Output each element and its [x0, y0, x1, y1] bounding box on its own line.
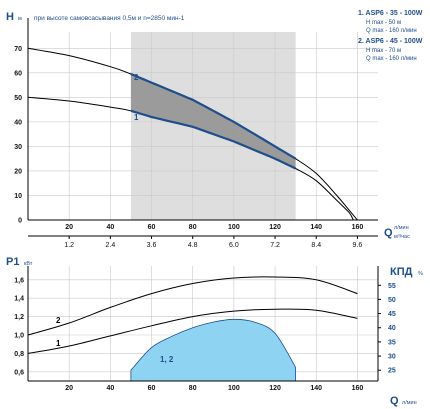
bottom-y-tick-label: 1,0 — [14, 333, 24, 340]
bottom-x-ticks: 20 40 60 80 100 120 140 160 — [65, 385, 363, 392]
y-axis-unit-h: м — [18, 16, 22, 22]
top-x-ticks-secondary: 1.2 2.4 3.6 4.8 6.0 7.2 8.4 9.6 — [64, 236, 362, 249]
bottom-y-tick-label: 1,6 — [14, 277, 24, 284]
bottom-y2-tick-label: 30 — [388, 354, 396, 361]
band-curve-2 — [130, 72, 297, 160]
bottom-y-ticks: 0,6 0,8 1,0 1,2 1,4 1,6 — [14, 277, 24, 376]
power-curve-1 — [27, 308, 358, 354]
bottom-x-tick-label: 100 — [228, 385, 240, 392]
x-axis-unit-top: л/мин — [394, 225, 409, 231]
bottom-x-tick-label: 40 — [106, 385, 114, 392]
top-x-tick-label: 60 — [148, 224, 156, 231]
top-x-tick-label: 40 — [106, 224, 114, 231]
secondary-x-tick-label: 9.6 — [353, 242, 363, 249]
bottom-y2-ticks: 25 30 35 40 45 50 55 — [378, 283, 396, 375]
x-axis-title-q-bottom: Q — [390, 395, 399, 407]
secondary-x-tick-label: 3.6 — [147, 242, 157, 249]
bottom-y2-tick-label: 45 — [388, 311, 396, 318]
legend-2-line-1: H max - 70 м — [366, 48, 401, 54]
legend-1-line-2: Q max - 160 л/мин — [366, 28, 417, 34]
x-axis-unit-bottom: м³/час — [394, 234, 410, 240]
legend-2-line-2: Q max - 160 л/мин — [366, 56, 417, 62]
secondary-x-tick-label: 4.8 — [188, 242, 198, 249]
bottom-y-tick-label: 1,2 — [14, 314, 24, 321]
bottom-y2-tick-label: 50 — [388, 297, 396, 304]
power-series-label-2: 2 — [56, 316, 61, 325]
top-y-tick-label: 50 — [14, 95, 22, 102]
chart-subtitle: при высоте самовсасывания 0,5м и n=2850 … — [34, 15, 185, 22]
top-y-tick-label: 40 — [14, 119, 22, 126]
bottom-y2-tick-label: 55 — [388, 283, 396, 290]
bottom-y-tick-label: 0,8 — [14, 351, 24, 358]
series-label-1: 1 — [134, 113, 139, 122]
legend-1-line-1: H max - 50 м — [366, 20, 401, 26]
top-y-ticks: 0 10 20 30 40 50 60 70 — [14, 46, 22, 225]
efficiency-band-fill — [130, 74, 296, 169]
legend-title-2: 2. ASP6 - 45 - 100W — [358, 38, 423, 45]
bottom-x-tick-label: 20 — [65, 385, 73, 392]
band-curve-1 — [130, 109, 297, 170]
top-y-tick-label: 0 — [18, 218, 22, 225]
bottom-x-tick-label: 80 — [189, 385, 197, 392]
x-axis-title-q-top: Q — [384, 227, 393, 239]
top-y-tick-label: 20 — [14, 168, 22, 175]
secondary-x-tick-label: 6.0 — [229, 242, 239, 249]
bottom-y2-tick-label: 25 — [388, 368, 396, 375]
bottom-y2-tick-label: 40 — [388, 325, 396, 332]
efficiency-label: 1, 2 — [160, 355, 174, 364]
bottom-x-tick-label: 120 — [269, 385, 281, 392]
top-x-tick-label: 100 — [228, 224, 240, 231]
top-x-tick-label: 80 — [189, 224, 197, 231]
top-x-tick-label: 120 — [269, 224, 281, 231]
y-axis-title-h: H — [6, 11, 14, 23]
legend-title-1: 1. ASP6 - 35 - 100W — [358, 10, 423, 17]
top-y-tick-label: 60 — [14, 70, 22, 77]
y-axis-unit-p1: кВт — [24, 261, 33, 267]
top-y-tick-label: 10 — [14, 193, 22, 200]
efficiency-area — [130, 318, 296, 382]
bottom-x-tick-label: 60 — [148, 385, 156, 392]
top-x-tick-label: 140 — [310, 224, 322, 231]
top-y-tick-label: 70 — [14, 46, 22, 53]
secondary-x-tick-label: 8.4 — [311, 242, 321, 249]
bottom-x-tick-label: 140 — [310, 385, 322, 392]
bottom-chart: 0,6 0,8 1,0 1,2 1,4 1,6 25 30 35 40 45 50 55 20 40 60… — [6, 256, 423, 407]
series-label-2: 2 — [134, 73, 139, 82]
top-x-ticks: 20 40 60 80 100 120 140 160 — [65, 224, 363, 231]
bottom-y-tick-label: 1,4 — [14, 296, 24, 303]
bottom-x-tick-label: 160 — [352, 385, 364, 392]
power-curve-2 — [27, 276, 358, 336]
y2-axis-unit: % — [418, 271, 423, 277]
top-y-tick-label: 30 — [14, 144, 22, 151]
top-x-tick-label: 20 — [65, 224, 73, 231]
top-chart: 0 10 20 30 40 50 60 70 20 40 60 80 100 120 140 160 1.2… — [6, 10, 423, 249]
secondary-x-tick-label: 1.2 — [64, 242, 74, 249]
y-axis-title-p1: P1 — [6, 256, 19, 268]
power-series-label-1: 1 — [56, 339, 61, 348]
y2-axis-title-kpd: КПД — [390, 266, 413, 278]
secondary-x-tick-label: 2.4 — [105, 242, 115, 249]
top-x-tick-label: 160 — [352, 224, 364, 231]
bottom-y-tick-label: 0,6 — [14, 369, 24, 376]
x-axis-unit-q-bottom: л/мин — [402, 400, 417, 406]
bottom-y2-tick-label: 35 — [388, 339, 396, 346]
secondary-x-tick-label: 7.2 — [270, 242, 280, 249]
